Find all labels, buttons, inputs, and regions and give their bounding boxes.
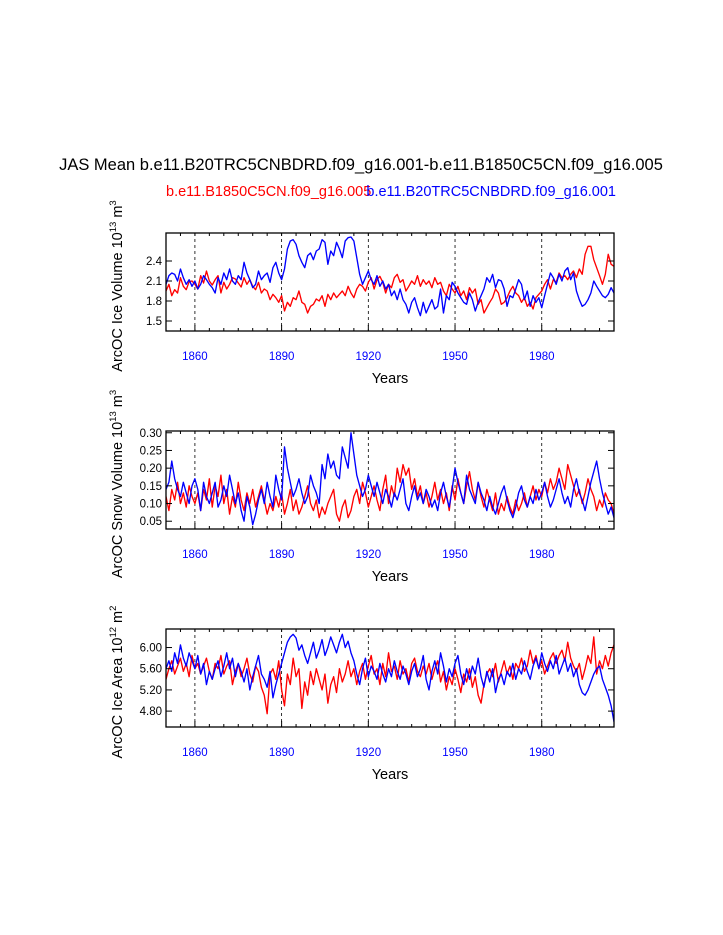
chart-panels: 186018901920195019804204504805105401.51.…	[108, 200, 615, 783]
y-tick-label: 1.5	[146, 316, 162, 328]
y-tick-label: 0.25	[140, 445, 162, 457]
y-axis-title-part: ArcOC Snow Volume 10	[110, 422, 126, 578]
y-axis-title-part: 12	[108, 627, 119, 638]
series-line-blue	[166, 633, 614, 723]
x-axis-title: Years	[372, 569, 409, 585]
legend-red-label: b.e11.B1850C5CN.f09_g16.005	[166, 184, 371, 200]
x-bottom-tick-label: 1890	[269, 747, 295, 759]
y-tick-label: 1.8	[146, 296, 162, 308]
series-line-red	[166, 636, 614, 715]
chart-ice-volume: 186018901920195019804204504805105401.51.…	[108, 200, 615, 387]
y-tick-label: 5.60	[140, 664, 162, 676]
series-line-blue	[166, 236, 614, 317]
x-bottom-tick-label: 1920	[356, 747, 382, 759]
plot-frame	[165, 628, 615, 728]
y-tick-label: 5.20	[140, 685, 162, 697]
plot-frame	[165, 430, 615, 530]
x-bottom-tick-label: 1950	[442, 747, 468, 759]
y-tick-label: 0.20	[140, 463, 162, 475]
plot-frame	[165, 232, 615, 332]
x-bottom-tick-label: 1860	[182, 747, 208, 759]
y-tick-label: 0.10	[140, 499, 162, 511]
x-bottom-tick-label: 1860	[182, 549, 208, 561]
y-axis-title-part: 3	[108, 200, 119, 205]
figure-title: JAS Mean b.e11.B20TRC5CNBDRD.f09_g16.001…	[59, 156, 663, 174]
y-tick-label: 0.30	[140, 428, 162, 440]
series-line-red	[166, 245, 614, 314]
series-line-blue	[166, 432, 614, 526]
x-bottom-tick-label: 1950	[442, 351, 468, 363]
x-bottom-tick-label: 1980	[529, 549, 555, 561]
chart-ice-area: 186018901920195019804204504805105404.805…	[108, 606, 615, 783]
y-axis-title: ArcOC Ice Volume 1013 m3	[108, 200, 126, 371]
y-axis-title-part: 13	[108, 222, 119, 233]
y-tick-label: 0.15	[140, 481, 162, 493]
x-bottom-tick-label: 1890	[269, 351, 295, 363]
y-axis-title-part: m	[110, 611, 126, 627]
x-bottom-tick-label: 1950	[442, 549, 468, 561]
y-tick-label: 4.80	[140, 706, 162, 718]
x-bottom-tick-label: 1980	[529, 747, 555, 759]
y-axis-title-part: 2	[108, 606, 119, 611]
x-bottom-tick-label: 1920	[356, 351, 382, 363]
x-axis-title: Years	[372, 767, 409, 783]
x-bottom-tick-label: 1890	[269, 549, 295, 561]
x-axis-title: Years	[372, 371, 409, 387]
y-tick-label: 2.1	[146, 276, 162, 288]
y-axis-title-part: ArcOC Ice Volume 10	[110, 232, 126, 371]
chart-snow-volume: 186018901920195019804204504805105400.050…	[108, 390, 615, 585]
x-bottom-tick-label: 1980	[529, 351, 555, 363]
x-bottom-tick-label: 1860	[182, 351, 208, 363]
x-bottom-tick-label: 1920	[356, 549, 382, 561]
y-tick-label: 2.4	[146, 256, 163, 268]
y-axis-title-part: 13	[108, 411, 119, 422]
y-axis-title: ArcOC Snow Volume 1013 m3	[108, 390, 126, 578]
legend-blue-label: b.e11.B20TRC5CNBDRD.f09_g16.001	[366, 184, 616, 200]
y-tick-label: 0.05	[140, 516, 162, 528]
y-axis-title-part: 3	[108, 390, 119, 395]
y-tick-label: 6.00	[140, 643, 162, 655]
y-axis-title: ArcOC Ice Area 1012 m2	[108, 606, 126, 759]
y-axis-title-part: m	[110, 395, 126, 411]
y-axis-title-part: ArcOC Ice Area 10	[110, 638, 126, 759]
series-line-red	[166, 463, 614, 522]
y-axis-title-part: m	[110, 206, 126, 222]
